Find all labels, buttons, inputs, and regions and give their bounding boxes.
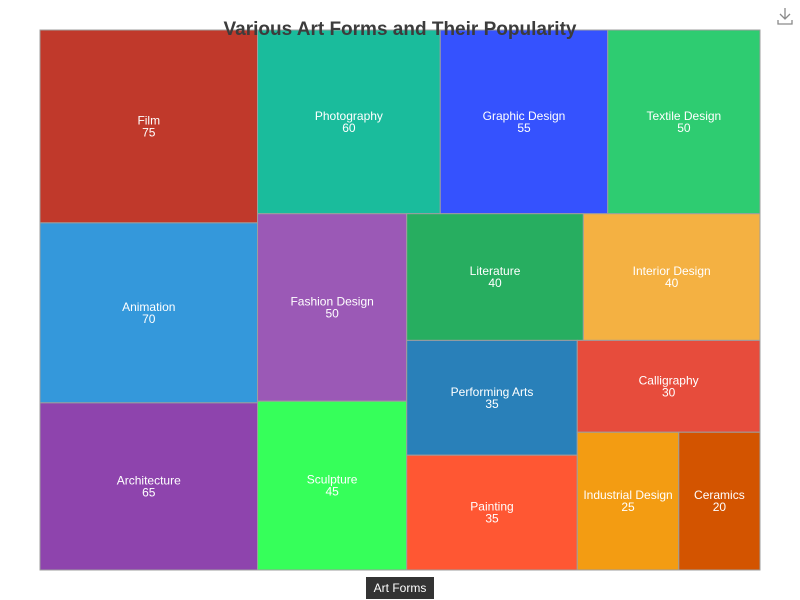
tile-value-label: 40 [665,276,679,290]
tile-rect[interactable] [439,29,609,215]
tile-rect[interactable] [257,213,408,402]
tile-name-label: Photography [315,109,383,123]
tile-value-label: 75 [142,125,156,139]
root-breadcrumb[interactable]: Art Forms [366,577,434,599]
tile-value-label: 45 [325,485,339,499]
tile-name-label: Film [137,113,160,127]
tile-value-label: 60 [342,121,356,135]
tile-name-label: Painting [470,500,513,514]
tile-name-label: Calligraphy [639,373,699,387]
tile-name-label: Animation [122,300,175,314]
tile-rect[interactable] [39,402,259,571]
tile-name-label: Industrial Design [583,488,672,502]
tile-rect[interactable] [576,431,680,571]
tile-name-label: Textile Design [647,109,722,123]
tile-rect[interactable] [582,213,761,341]
tile-name-label: Interior Design [633,264,711,278]
tile-name-label: Literature [470,264,521,278]
tile-value-label: 65 [142,485,156,499]
tile-value-label: 35 [485,397,499,411]
tile-value-label: 25 [621,500,635,514]
tile-rect[interactable] [406,339,578,456]
tile-rect[interactable] [406,454,578,571]
tile-rect[interactable] [257,29,441,215]
tile-value-label: 20 [713,500,727,514]
tile-name-label: Ceramics [694,488,745,502]
tile-rect[interactable] [406,213,584,341]
tile-rect[interactable] [607,29,761,215]
tile-rect[interactable] [257,400,408,571]
tile-value-label: 50 [677,121,691,135]
tile-rect[interactable] [39,29,259,224]
tile-value-label: 40 [488,276,502,290]
tile-name-label: Fashion Design [290,294,373,308]
tile-value-label: 35 [485,512,499,526]
tile-rect[interactable] [39,222,259,404]
tile-value-label: 50 [325,306,339,320]
tile-name-label: Performing Arts [451,385,534,399]
tile-value-label: 30 [662,385,676,399]
tile-value-label: 55 [517,121,531,135]
tile-rect[interactable] [678,431,761,571]
download-icon[interactable] [774,5,796,27]
tile-name-label: Sculpture [307,473,358,487]
tile-name-label: Graphic Design [483,109,566,123]
tile-value-label: 70 [142,312,156,326]
tile-rect[interactable] [576,339,761,433]
tile-name-label: Architecture [117,473,181,487]
